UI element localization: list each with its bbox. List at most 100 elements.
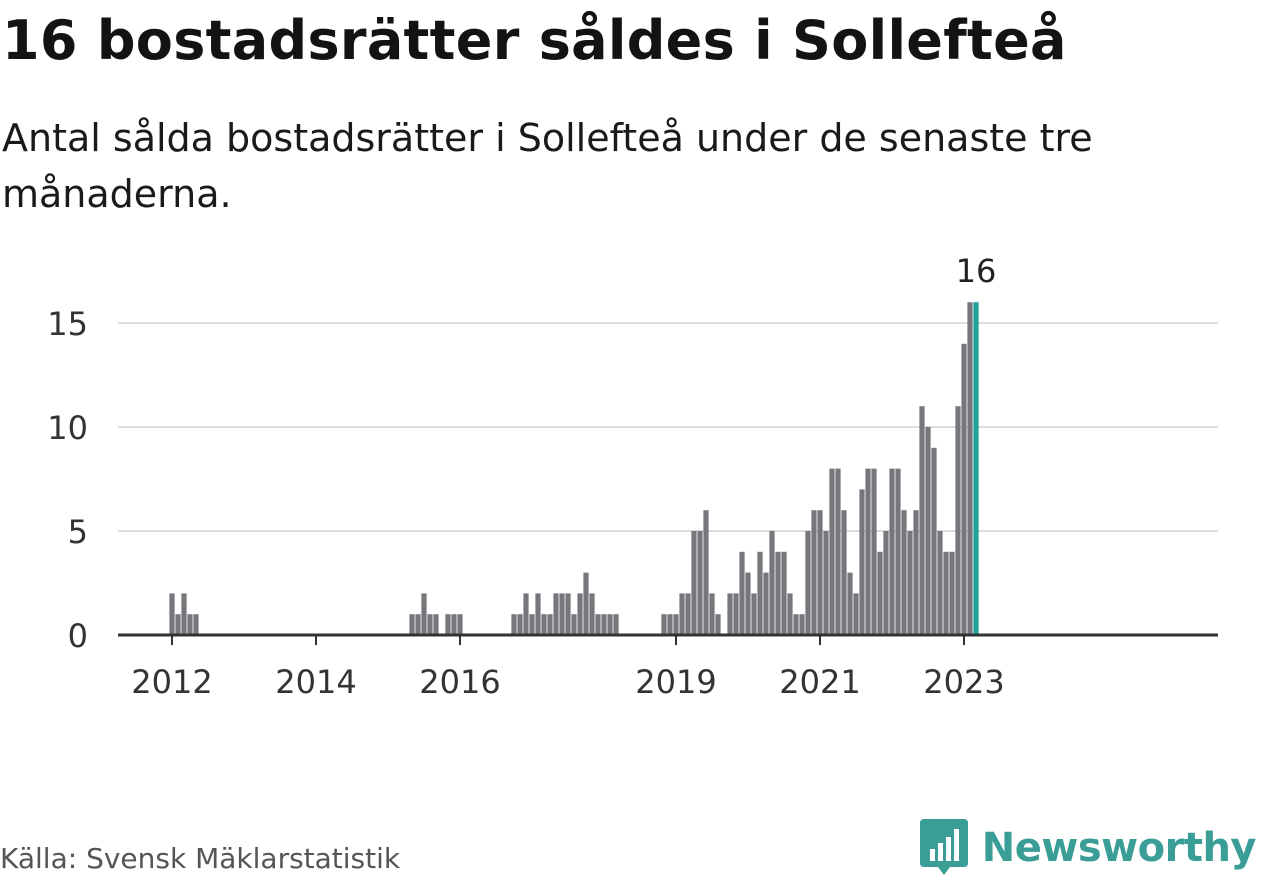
bar [175,614,181,635]
highlight-bar [973,302,979,635]
chart-title: 16 bostadsrätter såldes i Sollefteå [2,9,1067,72]
bar [529,614,535,635]
bar [877,551,883,635]
bar-chart: 0 5 10 15 16 2012 2014 2016 2019 2021 2023 [47,252,1218,701]
bar [193,614,199,635]
x-tick-label: 2012 [131,663,212,701]
bar [865,468,871,635]
bar [937,531,943,635]
bar [787,593,793,635]
bar [703,510,709,635]
bar [517,614,523,635]
bar [919,406,925,635]
bar [967,302,973,635]
bar [781,551,787,635]
x-tick-label: 2019 [635,663,716,701]
bar [805,531,811,635]
bar [727,593,733,635]
bar [511,614,517,635]
bar [577,593,583,635]
bar [187,614,193,635]
bar [613,614,619,635]
bar [799,614,805,635]
bar [847,572,853,635]
bar [661,614,667,635]
bar [889,468,895,635]
bar [583,572,589,635]
bar [739,551,745,635]
bar [553,593,559,635]
brand-name: Newsworthy [981,825,1257,871]
bar [547,614,553,635]
bar [757,551,763,635]
bar [811,510,817,635]
bar [775,551,781,635]
bar [751,593,757,635]
x-tick-label: 2014 [275,663,356,701]
bar [433,614,439,635]
bar-chart-logo-icon [919,819,968,875]
bar [925,427,931,635]
brand-logo: Newsworthy [919,819,1257,877]
bar [667,614,673,635]
bar [697,531,703,635]
bar [181,593,187,635]
bar [907,531,913,635]
bar [829,468,835,635]
bar [409,614,415,635]
bar [895,468,901,635]
bar [535,593,541,635]
y-tick-label: 15 [47,305,88,343]
bar [709,593,715,635]
y-tick-label: 5 [68,513,88,551]
bar [763,572,769,635]
bar [169,593,175,635]
bar [715,614,721,635]
bar [817,510,823,635]
bar [931,447,937,635]
bar [943,551,949,635]
x-tick-label: 2016 [419,663,500,701]
bar [835,468,841,635]
bar [673,614,679,635]
bar [589,593,595,635]
bar [457,614,463,635]
highlight-value-label: 16 [956,252,997,290]
bar [793,614,799,635]
bar [823,531,829,635]
bar [679,593,685,635]
bar [451,614,457,635]
bar [559,593,565,635]
bar [961,343,967,635]
bar [949,551,955,635]
bar [691,531,697,635]
x-tick-label: 2023 [923,663,1004,701]
bar [685,593,691,635]
bar [523,593,529,635]
bar [541,614,547,635]
y-tick-label: 10 [47,409,88,447]
bar [745,572,751,635]
bar [595,614,601,635]
bar [859,489,865,635]
bar [883,531,889,635]
bar [571,614,577,635]
y-tick-label: 0 [68,617,88,655]
bar [733,593,739,635]
bar [871,468,877,635]
bar [601,614,607,635]
bar [955,406,961,635]
bar [841,510,847,635]
bar [445,614,451,635]
bar [415,614,421,635]
chart-subtitle: Antal sålda bostadsrätter i Sollefteå un… [2,116,1093,216]
bar [913,510,919,635]
source-text: Källa: Svensk Mäklarstatistik [0,842,401,875]
bar [565,593,571,635]
bar [853,593,859,635]
bar [901,510,907,635]
bar [607,614,613,635]
x-tick-label: 2021 [779,663,860,701]
bar [427,614,433,635]
bar [769,531,775,635]
